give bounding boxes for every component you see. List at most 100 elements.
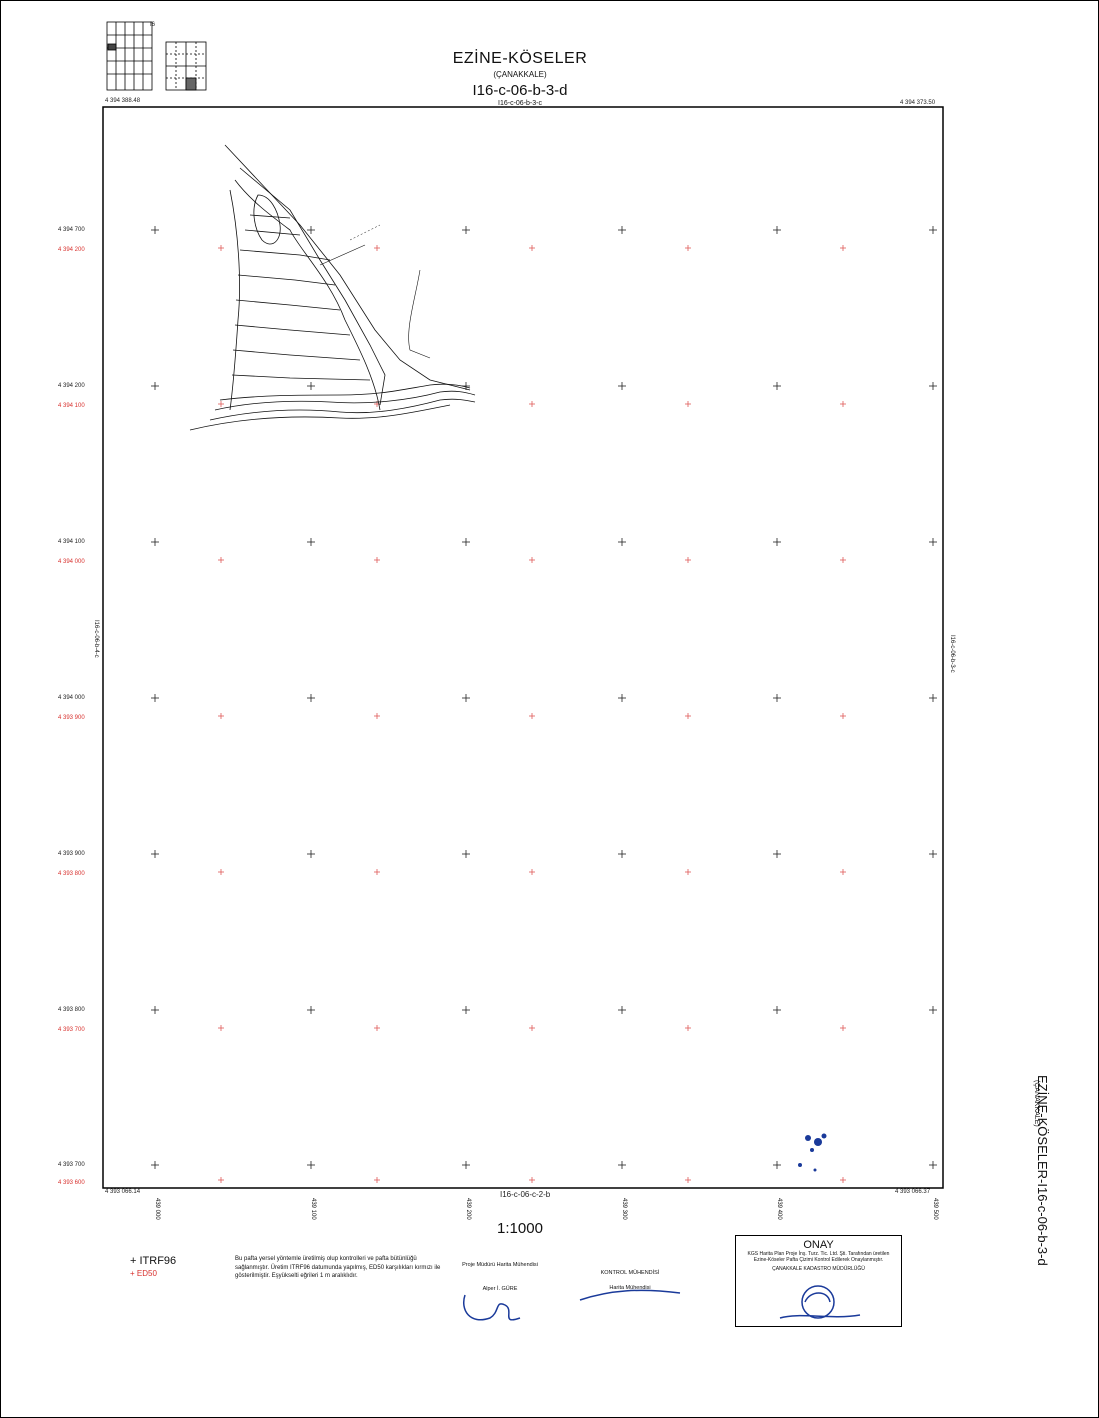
map-notes: Bu pafta yersel yöntemle üretilmiş olup … bbox=[235, 1256, 441, 1279]
grid-cross bbox=[462, 694, 470, 702]
grid-cross bbox=[462, 1006, 470, 1014]
grid-cross-red bbox=[374, 1025, 380, 1031]
grid-cross bbox=[929, 382, 937, 390]
map-scale: 1:1000 bbox=[497, 1220, 543, 1237]
grid-cross bbox=[929, 694, 937, 702]
grid-cross-red bbox=[374, 869, 380, 875]
grid-cross bbox=[151, 382, 159, 390]
map-title: EZİNE-KÖSELER bbox=[452, 50, 588, 67]
grid-cross bbox=[307, 1006, 315, 1014]
grid-cross bbox=[151, 538, 159, 546]
grid-cross-red bbox=[218, 713, 224, 719]
corner-bottom-left: 4 393 066.14 bbox=[105, 1189, 141, 1195]
grid-cross-red bbox=[218, 1177, 224, 1183]
grid-cross-red bbox=[529, 713, 535, 719]
grid-cross bbox=[307, 382, 315, 390]
producer-name: Alper İ. GÜRE bbox=[482, 1286, 518, 1292]
grid-cross-red bbox=[529, 401, 535, 407]
grid-cross bbox=[151, 1161, 159, 1169]
corner-top-right: 4 394 373.50 bbox=[900, 100, 936, 106]
datum-label: + ITRF96 bbox=[130, 1255, 177, 1267]
approval-office: ÇANAKKALE KADASTRO MÜDÜRLÜĞÜ bbox=[772, 1266, 865, 1272]
grid-cross bbox=[462, 226, 470, 234]
grid-cross bbox=[929, 850, 937, 858]
grid-cross-red bbox=[374, 557, 380, 563]
grid-cross-red bbox=[374, 713, 380, 719]
control-name: Harita Mühendisi bbox=[609, 1285, 651, 1291]
grid-cross bbox=[151, 1006, 159, 1014]
control-signature bbox=[579, 1289, 681, 1301]
grid-cross bbox=[929, 538, 937, 546]
northing-label: 4 394 100 bbox=[58, 539, 85, 545]
grid-cross-red bbox=[529, 557, 535, 563]
grid-cross bbox=[929, 226, 937, 234]
grid-cross bbox=[151, 694, 159, 702]
northing-label: 4 393 900 bbox=[58, 851, 85, 857]
grid-cross bbox=[773, 694, 781, 702]
adjacent-bottom-code: I16-c-06-c-2-b bbox=[500, 1190, 551, 1199]
grid-crosses bbox=[151, 226, 937, 1169]
northing-red-label: 4 394 200 bbox=[58, 247, 85, 253]
ink-specks bbox=[798, 1133, 827, 1172]
approval-text: KGS Harita Plan Proje İnş. Turz. Tic. Lt… bbox=[747, 1251, 890, 1263]
approval-title: ONAY bbox=[803, 1239, 834, 1251]
grid-cross bbox=[773, 1161, 781, 1169]
grid-cross-red bbox=[218, 869, 224, 875]
adjacent-top-code: I16-c-06-b-3-c bbox=[498, 100, 542, 107]
grid-cross-red bbox=[840, 245, 846, 251]
map-province: (ÇANAKKALE) bbox=[493, 70, 547, 79]
grid-cross-red bbox=[374, 245, 380, 251]
grid-cross bbox=[773, 226, 781, 234]
grid-cross bbox=[618, 382, 626, 390]
datum-legend: + ITRF96 + ED50 bbox=[130, 1255, 176, 1278]
grid-cross bbox=[773, 538, 781, 546]
northing-red-label: 4 394 100 bbox=[58, 403, 85, 409]
grid-cross-red bbox=[685, 245, 691, 251]
northing-red-label: 4 394 000 bbox=[58, 559, 85, 565]
sheet-code: I16-c-06-b-3-d bbox=[472, 82, 568, 99]
grid-cross-red bbox=[685, 401, 691, 407]
grid-cross-red bbox=[218, 245, 224, 251]
side-province: (ÇANAKKALE) bbox=[1033, 1080, 1040, 1127]
grid-crosses-red bbox=[218, 245, 846, 1183]
northing-red-label: 4 393 700 bbox=[58, 1027, 85, 1033]
grid-cross bbox=[618, 538, 626, 546]
approval-seal bbox=[779, 1285, 861, 1319]
grid-cross-red bbox=[840, 1177, 846, 1183]
grid-cross-red bbox=[840, 869, 846, 875]
grid-cross-red bbox=[218, 557, 224, 563]
grid-cross bbox=[307, 694, 315, 702]
grid-cross bbox=[307, 538, 315, 546]
grid-cross bbox=[773, 1006, 781, 1014]
sheet-index-grid bbox=[106, 21, 153, 91]
corner-top-left: 4 394 388.48 bbox=[105, 98, 141, 104]
northing-label: 4 394 200 bbox=[58, 383, 85, 389]
grid-cross bbox=[773, 850, 781, 858]
grid-cross-red bbox=[840, 713, 846, 719]
sub-sheet-index-grid bbox=[165, 41, 207, 91]
index-label: I6 bbox=[150, 22, 156, 28]
grid-cross-red bbox=[529, 1177, 535, 1183]
northing-red-label: 4 393 800 bbox=[58, 871, 85, 877]
grid-cross-red bbox=[685, 713, 691, 719]
grid-cross-red bbox=[529, 869, 535, 875]
grid-cross bbox=[462, 1161, 470, 1169]
grid-cross-red bbox=[218, 401, 224, 407]
producer-title: Proje Müdürü Harita Mühendisi bbox=[462, 1262, 538, 1268]
map-frame bbox=[102, 106, 944, 1189]
grid-cross bbox=[307, 226, 315, 234]
grid-cross-red bbox=[529, 1025, 535, 1031]
grid-cross bbox=[618, 694, 626, 702]
grid-cross-red bbox=[685, 557, 691, 563]
grid-cross bbox=[618, 1161, 626, 1169]
approval-box: ONAY KGS Harita Plan Proje İnş. Turz. Ti… bbox=[735, 1235, 902, 1327]
grid-cross bbox=[307, 850, 315, 858]
grid-cross bbox=[151, 850, 159, 858]
grid-cross-red bbox=[840, 557, 846, 563]
contour-lines bbox=[189, 144, 476, 431]
grid-cross-red bbox=[685, 1025, 691, 1031]
grid-cross bbox=[929, 1161, 937, 1169]
grid-cross-red bbox=[840, 401, 846, 407]
